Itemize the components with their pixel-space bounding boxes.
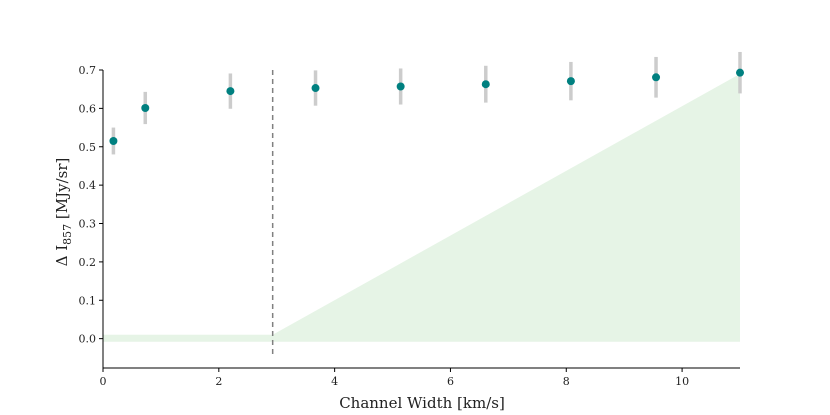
data-point [736,68,744,77]
x-tick-label: 4 [331,375,338,388]
y-tick-label: 0.6 [79,102,97,115]
y-axis-label: Δ I857 [MJy/sr] [53,158,74,267]
y-tick-label: 0.1 [79,294,97,307]
data-points [109,68,744,145]
y-tick-label: 0.2 [79,256,97,269]
data-point [141,103,150,112]
x-tick-label: 2 [215,375,222,388]
y-tick-label: 0.4 [79,179,97,192]
data-point [396,82,405,91]
y-tick-label: 0.7 [79,64,97,77]
y-tick-label: 0.0 [79,333,97,346]
data-point [109,137,118,145]
data-point [311,84,320,93]
axes [99,69,740,372]
tick-labels: 0 2 4 6 8 10 0.0 0.1 0.2 0.3 0.4 0.5 0.6 0.7 [79,64,690,388]
x-tick-label: 10 [675,375,689,388]
x-tick-label: 0 [100,375,107,388]
data-point [481,80,490,89]
data-point [652,73,661,82]
y-axis-label-prefix: Δ I [53,245,71,267]
x-tick-label: 8 [563,375,570,388]
data-point [226,87,235,96]
y-axis-label-subscript: 857 [61,224,74,245]
x-tick-label: 6 [447,375,454,388]
shaded-region [103,73,740,342]
y-axis-label-suffix: [MJy/sr] [53,158,71,224]
y-tick-label: 0.3 [79,218,97,231]
x-axis-label: Channel Width [km/s] [339,394,505,412]
data-point [566,77,575,86]
shaded-region-layer [103,73,740,342]
y-tick-label: 0.5 [79,141,97,154]
